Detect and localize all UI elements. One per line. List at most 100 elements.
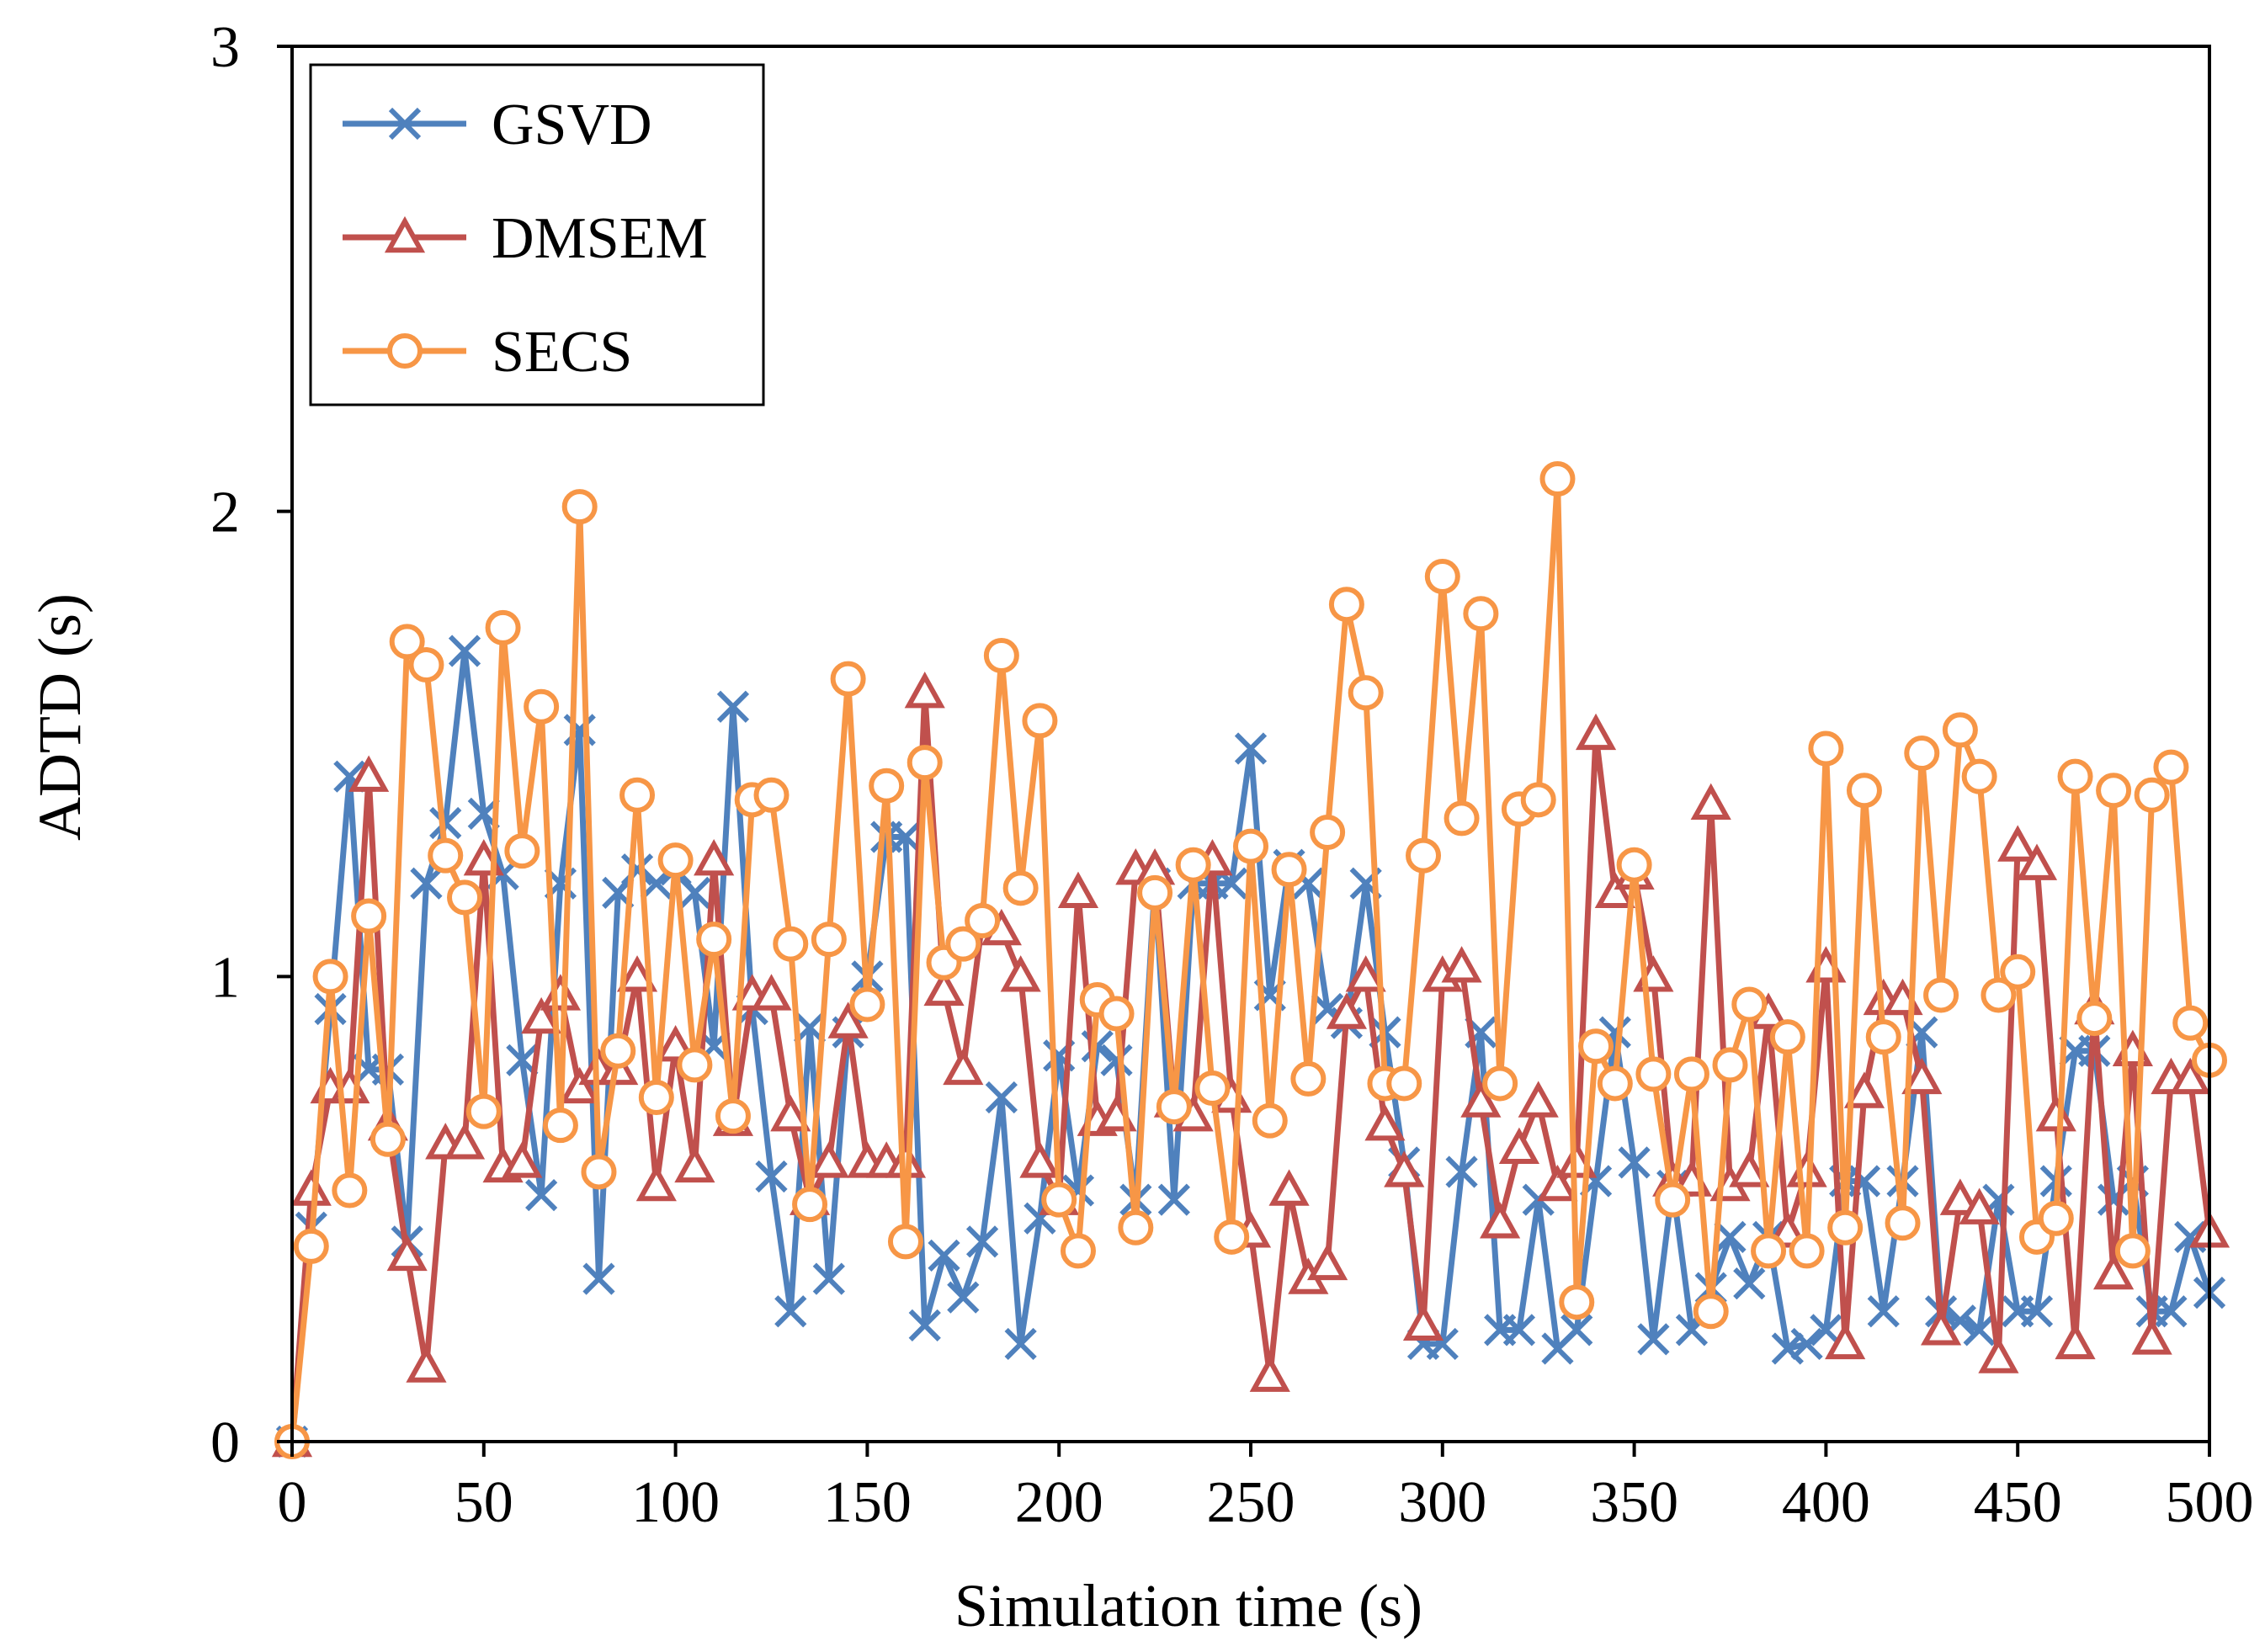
data-point-secs [811,922,847,958]
data-point-dmsem [1345,955,1386,992]
data-point-dmsem [502,1141,543,1178]
data-point-secs [447,879,483,916]
data-point-secs [983,637,1019,673]
data-point-gsvd [429,806,462,840]
legend-item-dmsem: DMSEM [343,206,708,271]
data-point-secs [1865,1019,1901,1055]
data-point-secs [1731,986,1768,1023]
x-tick-label: 200 [1015,1470,1103,1535]
data-point-secs [638,1080,674,1116]
data-point-gsvd [1790,1327,1823,1361]
data-point-secs [370,1121,406,1157]
x-tick-label: 450 [1974,1470,2062,1535]
data-point-secs [2057,758,2093,794]
data-point-secs [849,986,885,1023]
data-point-dmsem [827,1001,869,1038]
data-point-secs [1482,1065,1518,1102]
data-point-dmsem [1019,1141,1061,1178]
data-point-secs [619,777,656,813]
data-point-secs [465,1093,502,1129]
data-point-dmsem [2093,1252,2135,1290]
data-point-gsvd [582,1262,615,1295]
x-tick-label: 300 [1398,1470,1486,1535]
data-point-secs [965,903,1001,939]
data-point-secs [524,688,560,725]
data-point-dmsem [1480,1202,1521,1239]
data-point-dmsem [616,955,658,992]
data-point-dmsem [1537,1164,1578,1202]
data-point-dmsem [2055,1322,2096,1360]
data-point-dmsem [1384,1150,1425,1187]
data-point-gsvd [716,690,750,723]
data-point-dmsem [1498,1127,1540,1165]
data-point-gsvd [1445,1155,1478,1188]
data-point-secs [1233,828,1268,864]
data-point-secs [2153,749,2189,785]
data-point-secs [2114,1233,2151,1269]
data-point-secs [1520,782,1556,818]
data-point-secs [1923,977,1959,1013]
data-point-dmsem [943,1048,984,1086]
data-point-gsvd [1561,1314,1593,1347]
data-point-dmsem [1249,1355,1290,1392]
data-point-secs [1827,1209,1864,1246]
data-point-secs [1175,847,1211,883]
data-point-secs [1539,460,1576,497]
data-point-secs [696,922,732,958]
data-point-secs [600,1033,636,1069]
data-point-secs [1712,1047,1748,1083]
data-point-secs [1578,1028,1614,1065]
data-point-secs [1981,977,2017,1013]
data-point-secs [1310,815,1346,851]
data-point-secs [581,1154,617,1190]
data-point-dmsem [635,1164,677,1202]
data-point-secs [1137,874,1173,911]
data-point-gsvd [1157,1183,1191,1216]
data-point-secs [2000,953,2036,990]
legend-item-gsvd: GSVD [343,93,652,157]
data-point-dmsem [1920,1309,1962,1346]
data-point-secs [312,959,348,995]
data-point-secs [1444,800,1480,837]
data-point-dmsem [521,996,562,1034]
data-point-secs [1769,1019,1805,1055]
data-point-dmsem [406,1346,447,1383]
data-point-gsvd [1234,732,1268,765]
data-point-dmsem [2131,1318,2172,1355]
data-point-secs [1693,1293,1729,1330]
data-point-gsvd [1618,1146,1651,1179]
data-point-secs [1290,1060,1327,1097]
data-point-secs [2096,773,2132,809]
data-point-secs [389,624,425,660]
data-point-secs [715,1098,751,1134]
data-point-secs [1559,1284,1595,1320]
legend-item-secs: SECS [343,320,632,385]
data-point-dmsem [1268,1169,1310,1206]
data-point-gsvd [985,1081,1018,1114]
data-point-dmsem [770,1094,811,1132]
data-point-dmsem [1997,825,2039,862]
data-point-dmsem [1000,955,1041,992]
series-layer [271,460,2230,1459]
data-point-secs [677,1047,713,1083]
data-point-gsvd [928,1239,960,1272]
y-tick-label: 3 [210,15,240,80]
data-point-gsvd [755,1160,788,1193]
data-point-secs [657,842,694,879]
legend-label-dmsem: DMSEM [492,206,708,271]
labels-layer: 0 50 100 150 200 250 300 350 400 450 500 0 1 2 3 [210,15,2254,1535]
data-point-gsvd [678,876,711,909]
data-point-gsvd [947,1281,980,1314]
data-point-gsvd [410,867,443,900]
data-point-secs [1673,1056,1709,1092]
data-point-gsvd [448,635,481,667]
data-point-secs [1885,1205,1921,1241]
y-tick-label: 0 [210,1410,240,1475]
data-point-secs [2172,1005,2209,1041]
data-point-secs [561,489,598,525]
data-point-secs [332,1172,368,1208]
data-point-dmsem [1441,946,1482,983]
data-point-dmsem [290,1169,332,1206]
data-point-secs [1156,1089,1192,1125]
